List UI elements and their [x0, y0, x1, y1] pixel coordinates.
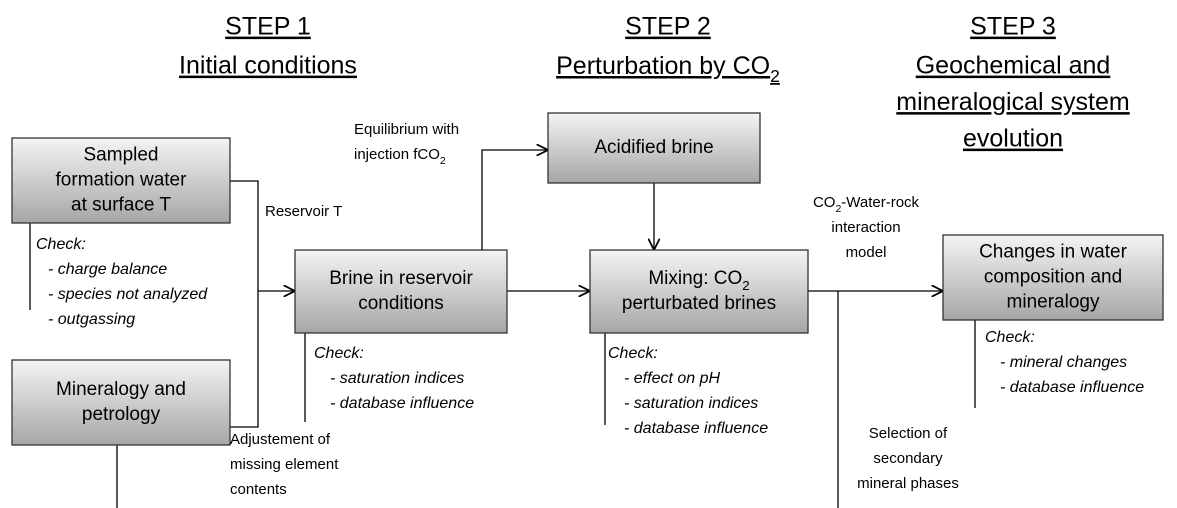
box-label: formation water [56, 170, 188, 191]
box-label: at surface T [71, 195, 171, 216]
process-box [294, 249, 508, 334]
check-title: Check: [608, 345, 658, 362]
process-box [11, 359, 231, 446]
step-subtitle: evolution [963, 125, 1063, 153]
annotation: secondary [873, 450, 943, 467]
subscript: 2 [770, 66, 780, 86]
annotation: interaction [831, 219, 900, 236]
check-title: Check: [314, 345, 364, 362]
box-label: composition and [984, 267, 1122, 288]
text-part: -Water-rock [841, 194, 919, 211]
annotation: mineral phases [857, 475, 959, 492]
process-box [547, 112, 761, 184]
box-label: conditions [358, 293, 444, 314]
check-item: - saturation indices [330, 370, 464, 387]
check-item: - outgassing [48, 311, 135, 328]
box-label: Brine in reservoir [329, 268, 473, 289]
annotation: missing element [230, 456, 339, 473]
annotation: contents [230, 481, 287, 498]
step-title: STEP 2 [625, 13, 711, 41]
connectors [29, 150, 976, 508]
check-item: - mineral changes [1000, 354, 1127, 371]
process-box [11, 137, 231, 224]
box-label: Changes in water [979, 242, 1128, 263]
process-box [589, 249, 809, 334]
step-subtitle: Geochemical and [916, 52, 1111, 80]
annotation: CO2-Water-rock [813, 194, 920, 215]
text-part: Perturbation by CO [556, 52, 770, 80]
box-label: mineralogy [1007, 292, 1100, 313]
check-item: - database influence [1000, 379, 1144, 396]
process-box [942, 234, 1164, 321]
check-item: - database influence [624, 420, 768, 437]
annotation: Equilibrium with [354, 121, 459, 138]
annotation: Reservoir T [265, 203, 342, 220]
box-label: Mineralogy and [56, 379, 186, 400]
box-label: perturbated brines [622, 293, 776, 314]
step-subtitle: Perturbation by CO2 [556, 52, 780, 86]
check-item: - species not analyzed [48, 286, 208, 303]
check-title: Check: [36, 236, 86, 253]
arrow [481, 150, 548, 250]
subscript: 2 [440, 155, 446, 167]
subscript: 2 [835, 203, 841, 215]
text-part: CO [813, 194, 836, 211]
check-item: - database influence [330, 395, 474, 412]
annotation: Selection of [869, 425, 948, 442]
step-title: STEP 1 [225, 13, 311, 41]
box-label: Acidified brine [594, 137, 713, 158]
check-item: - effect on pH [624, 370, 720, 387]
text-part: injection fCO [354, 146, 440, 163]
box-label: Sampled [84, 145, 159, 166]
check-item: - saturation indices [624, 395, 758, 412]
annotation: Adjustement of [230, 431, 331, 448]
annotation: injection fCO2 [354, 146, 446, 167]
annotation: model [846, 244, 887, 261]
subscript: 2 [742, 278, 749, 293]
step-subtitle: Initial conditions [179, 52, 357, 80]
box-label: Mixing: CO2 [648, 268, 749, 293]
check-title: Check: [985, 329, 1035, 346]
step-subtitle: mineralogical system [896, 88, 1129, 116]
box-label: petrology [82, 404, 161, 425]
text-part: Mixing: CO [648, 268, 742, 289]
check-item: - charge balance [48, 261, 167, 278]
connector [230, 180, 259, 428]
step-title: STEP 3 [970, 13, 1056, 41]
